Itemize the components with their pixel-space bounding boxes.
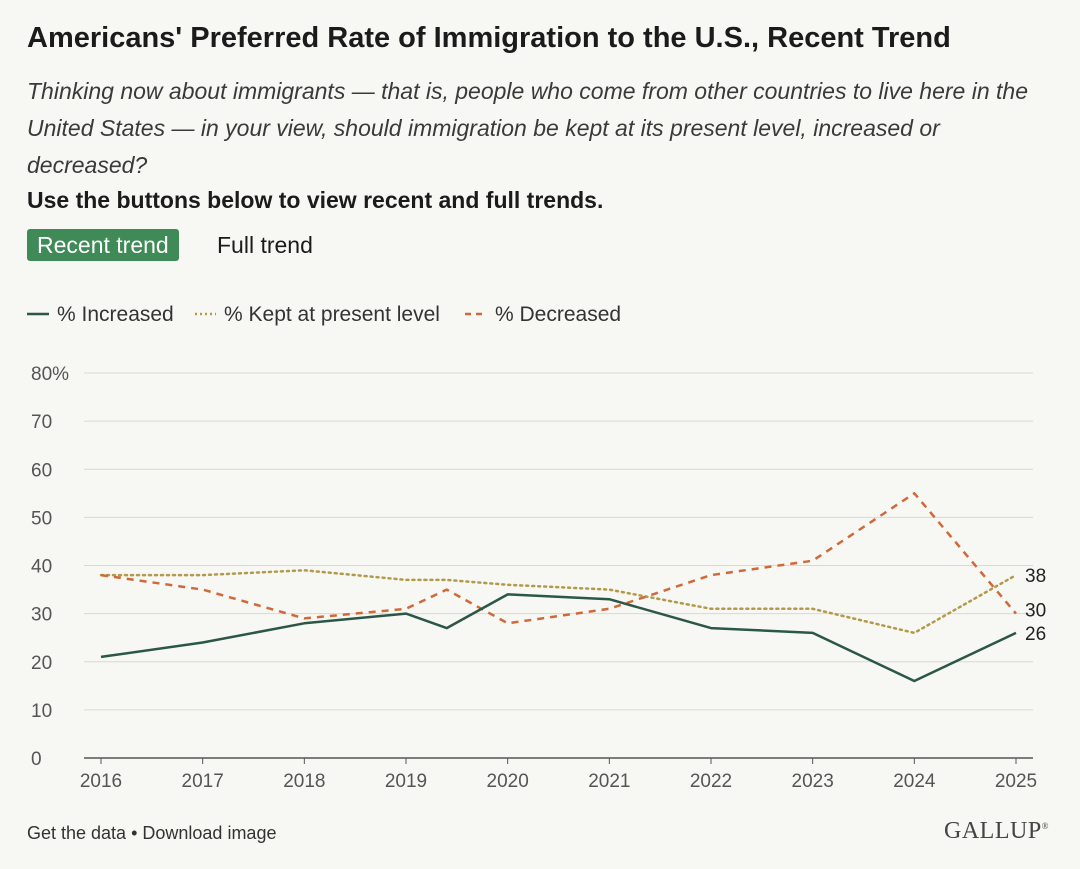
legend-label-kept: % Kept at present level <box>224 303 440 326</box>
solid-line-icon <box>27 312 49 316</box>
x-tick-label: 2019 <box>385 771 427 792</box>
legend-label-decreased: % Decreased <box>495 303 622 326</box>
y-tick-label: 20 <box>31 653 52 674</box>
series-line-increased <box>100 593 1017 683</box>
get-data-link[interactable]: Get the data <box>27 823 127 843</box>
end-label-decreased: 30 <box>1025 601 1046 622</box>
chart-footer: Get the data • Download image <box>27 823 276 844</box>
chart-title: Americans' Preferred Rate of Immigration… <box>27 22 951 54</box>
x-tick-label: 2018 <box>283 771 325 792</box>
y-tick-label: 60 <box>31 460 52 481</box>
y-tick-label: 40 <box>31 557 52 578</box>
dashed-line-icon <box>465 312 487 316</box>
registered-mark: ® <box>1041 821 1050 831</box>
x-tick-label: 2023 <box>792 771 834 792</box>
x-tick-label: 2021 <box>588 771 630 792</box>
full-trend-button[interactable]: Full trend <box>207 229 323 261</box>
x-tick-label: 2016 <box>80 771 122 792</box>
dotted-line-icon <box>195 312 216 316</box>
x-tick-label: 2022 <box>690 771 732 792</box>
line-chart: 0 10 20 30 40 50 60 70 80% 2016 2017 2018 2019 2020 20… <box>31 364 1046 792</box>
x-tick-label: 2024 <box>893 771 936 792</box>
series-line-decreased <box>100 492 1017 625</box>
y-tick-label: 80% <box>31 364 69 385</box>
x-tick-label: 2017 <box>182 771 224 792</box>
gallup-logo: GALLUP® <box>944 818 1049 845</box>
download-image-link[interactable]: Download image <box>142 823 277 843</box>
x-tick-label: 2025 <box>995 771 1037 792</box>
gallup-logo-text: GALLUP <box>944 818 1042 844</box>
recent-trend-button[interactable]: Recent trend <box>27 229 179 261</box>
footer-separator: • <box>126 823 143 843</box>
y-tick-label: 0 <box>31 749 42 770</box>
series-line-kept <box>99 569 1018 635</box>
y-tick-label: 70 <box>31 412 52 433</box>
y-tick-label: 30 <box>31 605 52 626</box>
instruction-text: Use the buttons below to view recent and… <box>27 187 604 213</box>
legend-label-increased: % Increased <box>57 303 174 326</box>
y-tick-label: 10 <box>31 701 52 722</box>
x-tick-label: 2020 <box>487 771 529 792</box>
end-label-increased: 26 <box>1025 624 1046 645</box>
y-tick-label: 50 <box>31 508 52 529</box>
end-label-kept: 38 <box>1025 566 1046 587</box>
chart-subtitle: Thinking now about immigrants — that is,… <box>27 78 1028 178</box>
